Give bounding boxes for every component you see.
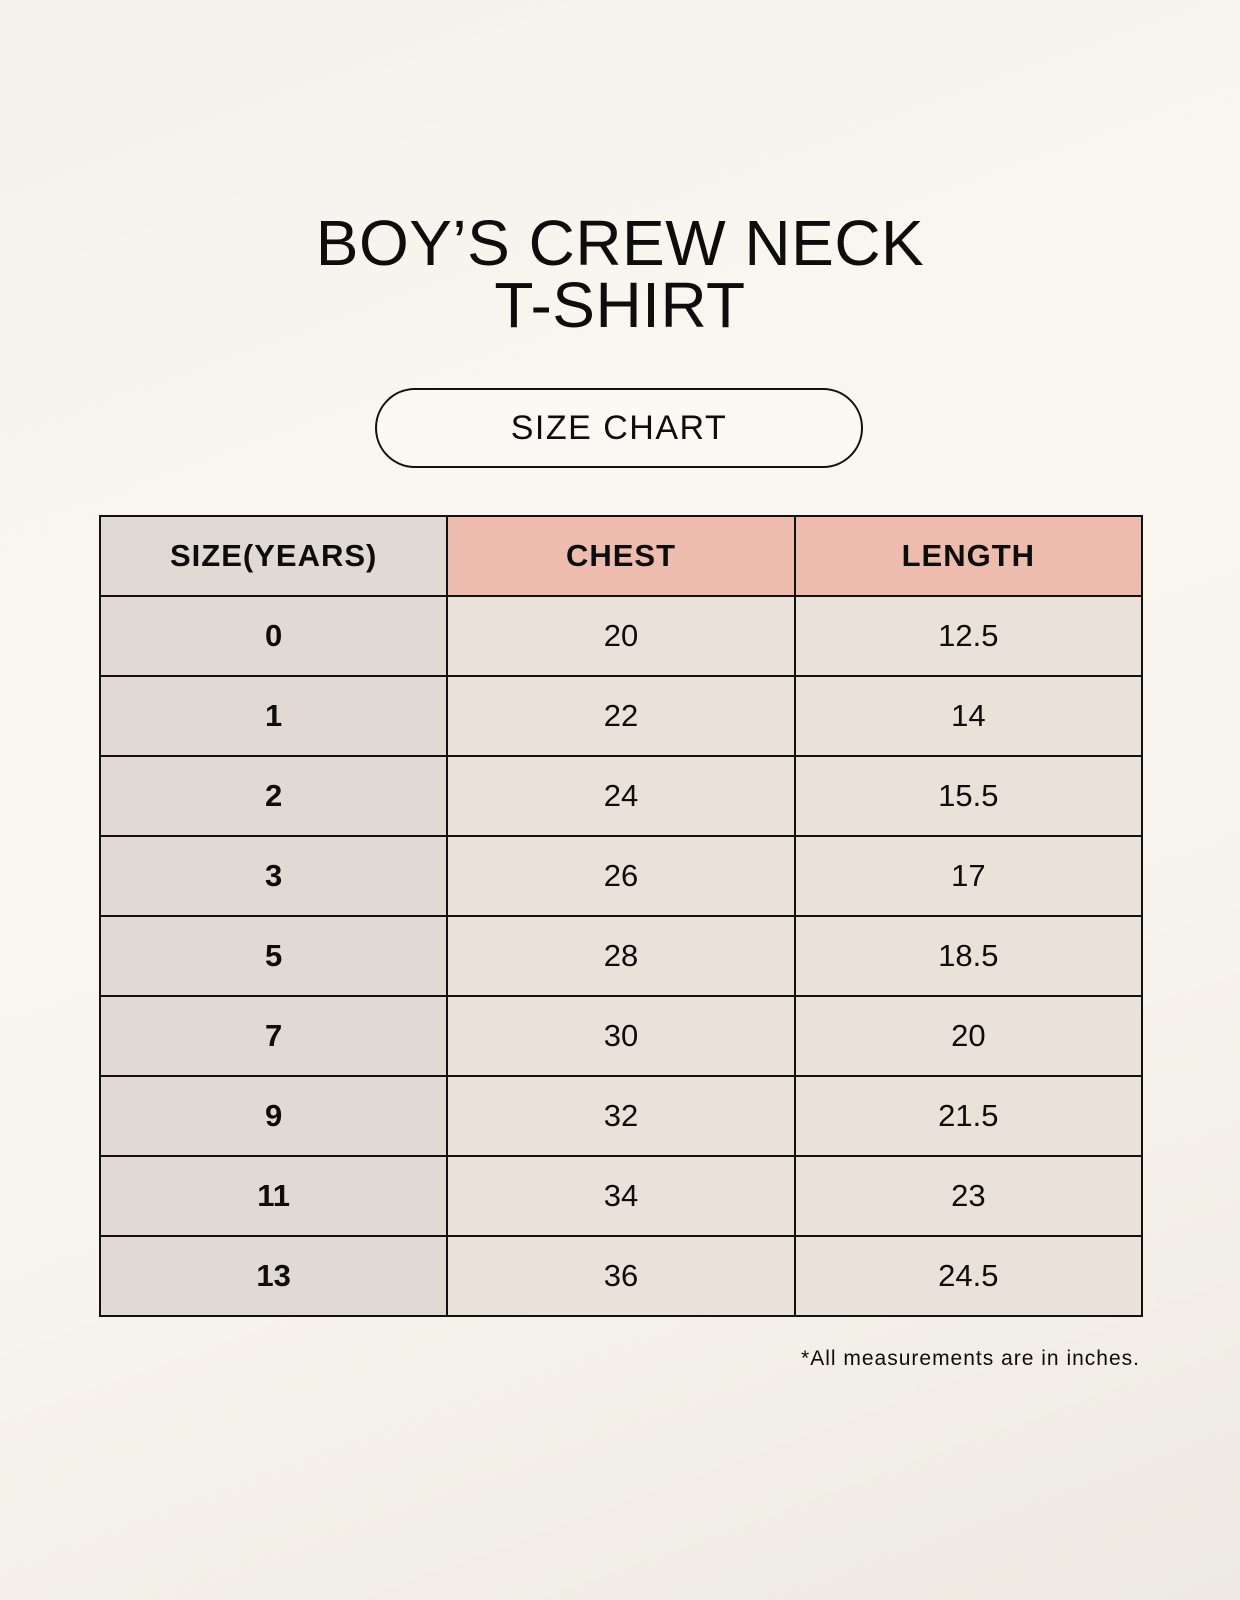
cell-chest: 30 bbox=[446, 995, 796, 1077]
cell-size: 2 bbox=[98, 755, 449, 837]
title-line-2: T-SHIRT bbox=[494, 269, 746, 341]
table-row: 1 22 14 bbox=[98, 675, 1144, 757]
cell-length: 14 bbox=[793, 675, 1144, 757]
cell-length: 12.5 bbox=[793, 595, 1144, 677]
cell-chest: 22 bbox=[446, 675, 796, 757]
cell-chest: 20 bbox=[446, 595, 796, 677]
footnote: *All measurements are in inches. bbox=[801, 1347, 1140, 1370]
cell-chest: 36 bbox=[446, 1235, 796, 1317]
cell-length: 24.5 bbox=[793, 1235, 1144, 1317]
cell-size: 9 bbox=[98, 1075, 449, 1157]
cell-length: 18.5 bbox=[793, 915, 1144, 997]
cell-size: 1 bbox=[98, 675, 449, 757]
table-row: 2 24 15.5 bbox=[98, 755, 1144, 837]
cell-length: 21.5 bbox=[793, 1075, 1144, 1157]
table-header-row: SIZE(YEARS) CHEST LENGTH bbox=[98, 515, 1144, 597]
cell-length: 15.5 bbox=[793, 755, 1144, 837]
table-row: 9 32 21.5 bbox=[98, 1075, 1144, 1157]
header-chest: CHEST bbox=[446, 515, 796, 597]
cell-size: 0 bbox=[98, 595, 449, 677]
cell-length: 20 bbox=[793, 995, 1144, 1077]
cell-length: 23 bbox=[793, 1155, 1144, 1237]
table-row: 5 28 18.5 bbox=[98, 915, 1144, 997]
header-size: SIZE(YEARS) bbox=[98, 515, 449, 597]
size-chart-badge: SIZE CHART bbox=[375, 388, 863, 468]
table-row: 0 20 12.5 bbox=[98, 595, 1144, 677]
cell-chest: 28 bbox=[446, 915, 796, 997]
table-row: 11 34 23 bbox=[98, 1155, 1144, 1237]
cell-chest: 26 bbox=[446, 835, 796, 917]
cell-chest: 34 bbox=[446, 1155, 796, 1237]
cell-size: 13 bbox=[98, 1235, 449, 1317]
cell-chest: 24 bbox=[446, 755, 796, 837]
cell-size: 5 bbox=[98, 915, 449, 997]
cell-length: 17 bbox=[793, 835, 1144, 917]
table-row: 13 36 24.5 bbox=[98, 1235, 1144, 1317]
cell-size: 11 bbox=[98, 1155, 449, 1237]
table-row: 7 30 20 bbox=[98, 995, 1144, 1077]
table-row: 3 26 17 bbox=[98, 835, 1144, 917]
cell-size: 7 bbox=[98, 995, 449, 1077]
header-length: LENGTH bbox=[793, 515, 1144, 597]
cell-size: 3 bbox=[98, 835, 449, 917]
page-title: BOY’S CREW NECK T-SHIRT bbox=[0, 207, 1240, 341]
size-table: SIZE(YEARS) CHEST LENGTH 0 20 12.5 1 22 14 2 24… bbox=[98, 515, 1144, 1317]
cell-chest: 32 bbox=[446, 1075, 796, 1157]
title-line-1: BOY’S CREW NECK bbox=[315, 207, 925, 279]
